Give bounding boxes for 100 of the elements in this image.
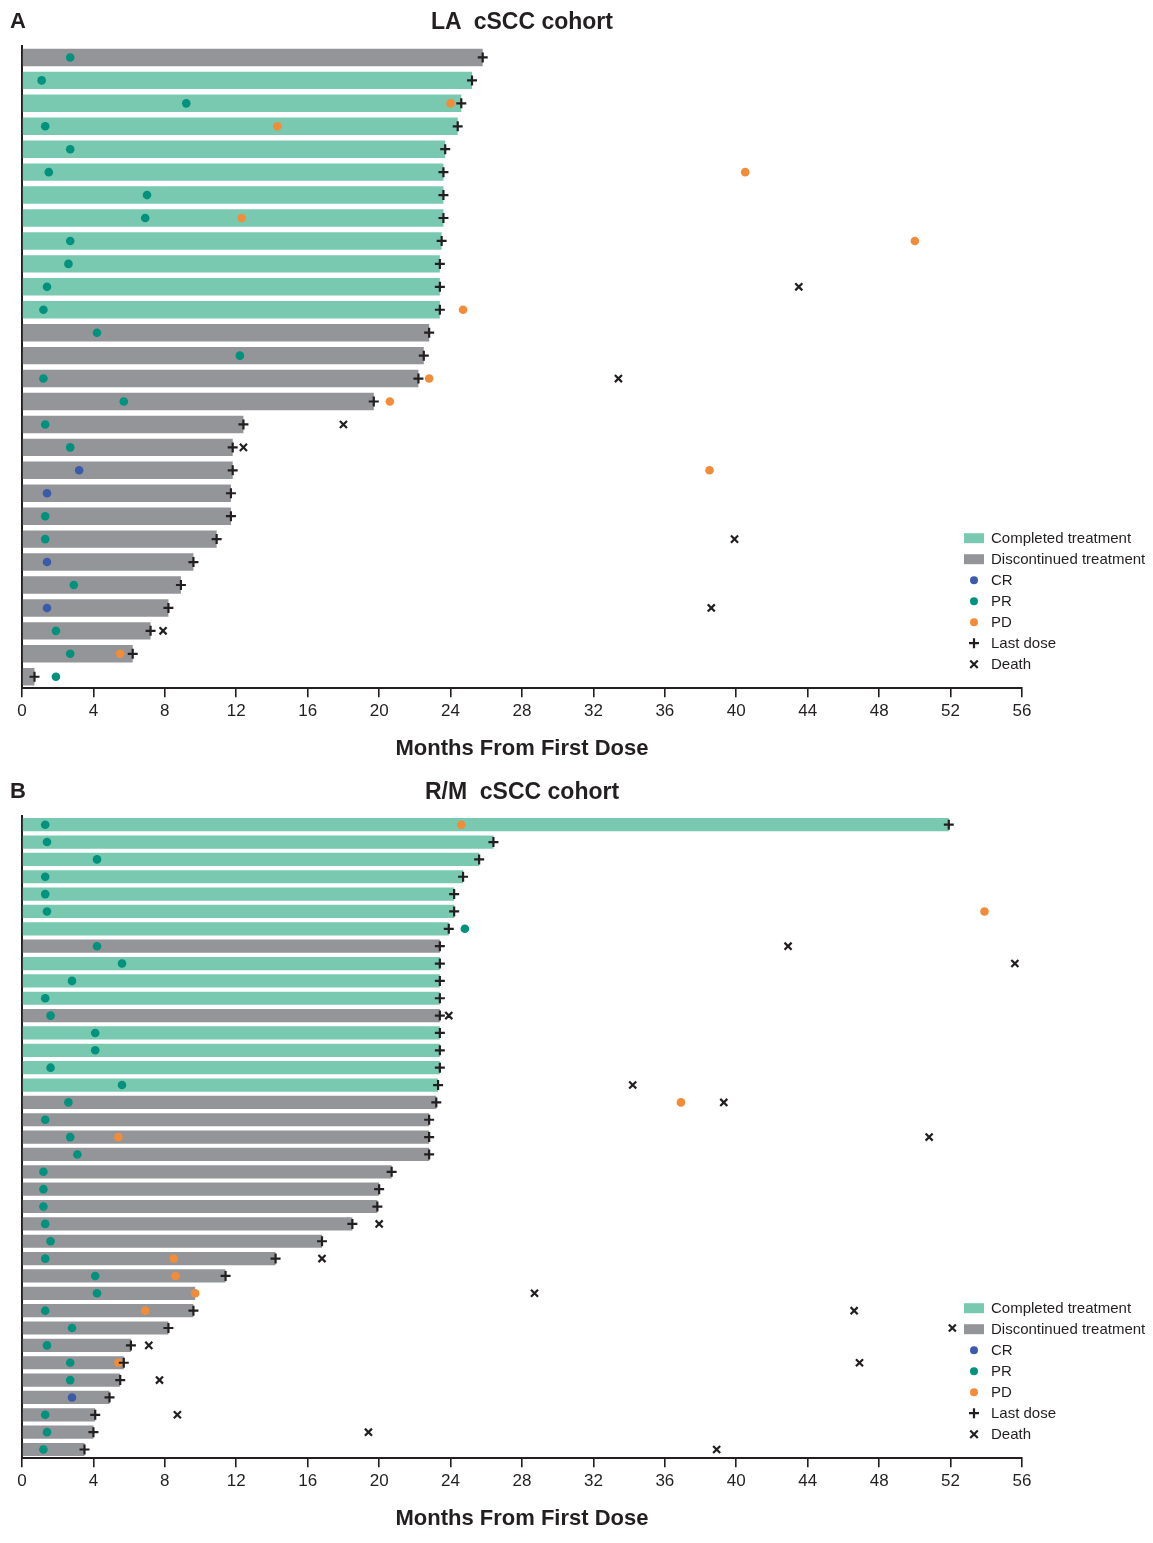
point <box>65 53 75 62</box>
bar <box>22 1252 276 1266</box>
bar <box>22 1199 378 1214</box>
point <box>46 1063 55 1072</box>
point <box>37 76 46 85</box>
point <box>367 395 380 408</box>
point <box>74 466 84 475</box>
bar <box>22 48 483 67</box>
point <box>719 1097 729 1108</box>
point <box>315 1235 329 1248</box>
legend-label: CR <box>991 571 1013 589</box>
point <box>40 1219 50 1229</box>
point <box>458 305 468 315</box>
point <box>947 1323 957 1333</box>
legend-label: Completed treatment <box>991 529 1132 547</box>
point <box>437 211 450 225</box>
point <box>423 1148 436 1161</box>
legend-label: Death <box>991 655 1032 673</box>
point <box>51 672 61 682</box>
point <box>238 442 249 453</box>
bar <box>22 599 169 617</box>
point <box>46 1236 55 1246</box>
point <box>740 167 750 177</box>
point <box>44 167 54 177</box>
bar <box>22 1130 430 1144</box>
legend-label: Last dose <box>991 634 1057 652</box>
point <box>613 373 624 384</box>
x-tick-label: 12 <box>226 1471 246 1491</box>
x-axis-title: Months From First Dose <box>395 1504 649 1530</box>
point <box>92 328 102 337</box>
bar <box>22 484 231 502</box>
point <box>42 603 52 613</box>
point <box>92 1289 102 1298</box>
bar <box>22 1026 440 1040</box>
point <box>237 213 246 223</box>
bar <box>22 835 494 849</box>
bar <box>22 1095 437 1109</box>
point <box>442 922 455 935</box>
bar <box>22 507 231 525</box>
x-tick-label: 0 <box>17 1471 27 1491</box>
point <box>237 418 250 431</box>
point <box>433 1044 446 1057</box>
point <box>162 1321 175 1335</box>
point <box>187 1304 200 1317</box>
point <box>473 853 486 866</box>
point <box>794 282 804 292</box>
bar <box>22 1408 96 1422</box>
bar <box>22 1304 194 1318</box>
point <box>40 1306 50 1315</box>
bar <box>22 1338 131 1352</box>
point <box>417 349 430 362</box>
point <box>67 1393 77 1402</box>
point <box>90 1046 100 1055</box>
x-tick-label: 20 <box>369 701 389 721</box>
point <box>92 941 102 951</box>
x-tick-label: 32 <box>583 1471 603 1491</box>
point <box>235 351 245 360</box>
point <box>42 837 52 847</box>
point <box>448 905 461 918</box>
point <box>437 166 450 179</box>
x-tick-label: 12 <box>226 701 246 721</box>
point <box>226 464 239 477</box>
bar <box>22 530 217 548</box>
point <box>40 1115 50 1125</box>
point <box>42 1427 52 1437</box>
point <box>363 1427 374 1437</box>
chart-title: LA cSCC cohort <box>431 8 614 35</box>
point <box>40 1410 50 1420</box>
point <box>64 1098 73 1107</box>
bar <box>22 870 464 884</box>
legend-label: PD <box>991 1383 1012 1401</box>
bar <box>22 956 440 971</box>
x-tick-label: 16 <box>298 701 318 721</box>
bar <box>22 438 233 457</box>
point <box>67 1323 77 1333</box>
bar <box>22 278 440 296</box>
x-tick-label: 4 <box>88 701 99 721</box>
point <box>187 555 200 569</box>
point <box>119 397 129 406</box>
point <box>433 1009 446 1022</box>
bar <box>22 1321 169 1335</box>
bar <box>22 1269 226 1283</box>
x-tick-label: 44 <box>798 1471 818 1491</box>
point <box>42 282 52 292</box>
point <box>115 649 125 659</box>
point <box>224 510 238 523</box>
point <box>28 670 41 683</box>
legend-label: Discontinued treatment <box>991 550 1147 568</box>
point <box>40 872 50 882</box>
point <box>39 374 48 383</box>
bar <box>22 1425 94 1439</box>
bar <box>22 622 151 640</box>
bar <box>22 255 440 273</box>
point <box>224 487 238 500</box>
point <box>783 941 793 951</box>
point <box>124 1339 138 1352</box>
x-tick-label: 56 <box>1012 701 1032 721</box>
point <box>371 1200 384 1213</box>
point <box>430 1096 443 1109</box>
point <box>40 420 50 429</box>
